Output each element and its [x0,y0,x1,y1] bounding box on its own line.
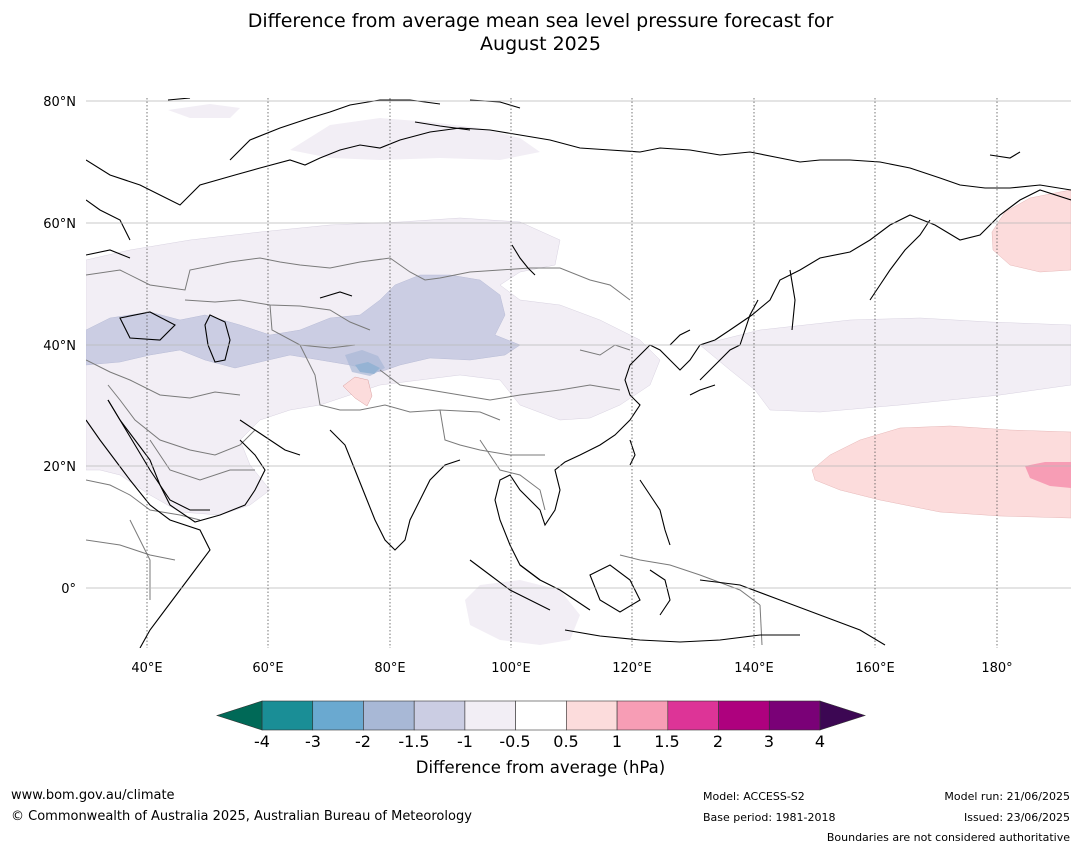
colorbar-tick-label: -3 [305,732,321,751]
colorbar-segment [413,700,466,731]
footer-issued: Issued: 23/06/2025 [963,811,1070,824]
colorbar-over-arrow [819,700,866,731]
colorbar [216,700,866,731]
lat-label: 80°N [43,95,76,110]
colorbar-segment [718,700,770,731]
map-panel [86,98,1071,648]
colorbar-under-arrow [216,700,263,731]
lon-label: 80°E [374,661,405,676]
footer-base-period: Base period: 1981-2018 [703,811,836,824]
map-title-line-2: August 2025 [480,33,601,55]
coastlines [86,98,1071,648]
colorbar-tick-label: -4 [254,732,270,751]
footer-model: Model: ACCESS-S2 [703,790,805,803]
lat-label: 60°N [43,217,76,232]
lat-label: 40°N [43,339,76,354]
colorbar-tick-label: 1.5 [654,732,680,751]
high-anomaly-bering [991,189,1071,273]
colorbar-tick-label: 1 [611,732,623,751]
colorbar-tick-label: 3 [763,732,775,751]
low-anomaly-northwest-pacific [699,317,1071,413]
lat-label: 0° [61,582,76,597]
footer-copyright: © Commonwealth of Australia 2025, Austra… [11,809,472,824]
anomaly-shading [86,104,1071,645]
colorbar-segment [667,700,719,731]
colorbar-segment [312,700,364,731]
country-borders [86,257,763,646]
high-anomaly-dateline-patch [1025,462,1071,488]
longitude-gridlines [146,98,998,648]
lon-label: 100°E [491,661,531,676]
low-anomaly-indian-ocean [465,580,580,645]
map-title-line-1: Difference from average mean sea level p… [247,10,834,32]
colorbar-segment [566,700,618,731]
colorbar-tick-label: -0.5 [499,732,531,751]
lon-label: 180° [981,661,1012,676]
colorbar-tick-label: 0.5 [553,732,579,751]
colorbar-segment [363,700,415,731]
lon-label: 140°E [734,661,774,676]
longitude-labels: 40°E 60°E 80°E 100°E 120°E 140°E 160°E 1… [131,661,1012,676]
low-anomaly-central-asia [86,274,521,373]
colorbar-segment [515,700,567,731]
colorbar-tick-label: -2 [355,732,371,751]
low-anomaly-arctic-strip [168,104,240,118]
latitude-gridlines [86,100,1071,589]
colorbar-segment [261,700,314,731]
latitude-labels: 80°N 60°N 40°N 20°N 0° [43,95,76,597]
colorbar-tick-label: 2 [712,732,724,751]
colorbar-segment [768,700,821,731]
lat-label: 20°N [43,460,76,475]
lon-label: 160°E [855,661,895,676]
footer-model-run: Model run: 21/06/2025 [944,790,1070,803]
high-anomaly-north-pacific [811,425,1071,519]
colorbar-segment [464,700,516,731]
colorbar-tick-label: 4 [814,732,826,751]
footer-website: www.bom.gov.au/climate [11,788,175,803]
colorbar-title: Difference from average (hPa) [415,758,666,777]
lon-label: 120°E [612,661,652,676]
colorbar-tick-label: -1.5 [398,732,430,751]
lon-label: 40°E [131,661,162,676]
high-anomaly-india [342,376,373,407]
colorbar-segment [616,700,669,731]
colorbar-tick-label: -1 [457,732,473,751]
lon-label: 60°E [252,661,283,676]
low-anomaly-northern-rim [290,118,540,160]
footer-disclaimer: Boundaries are not considered authoritat… [826,831,1070,844]
